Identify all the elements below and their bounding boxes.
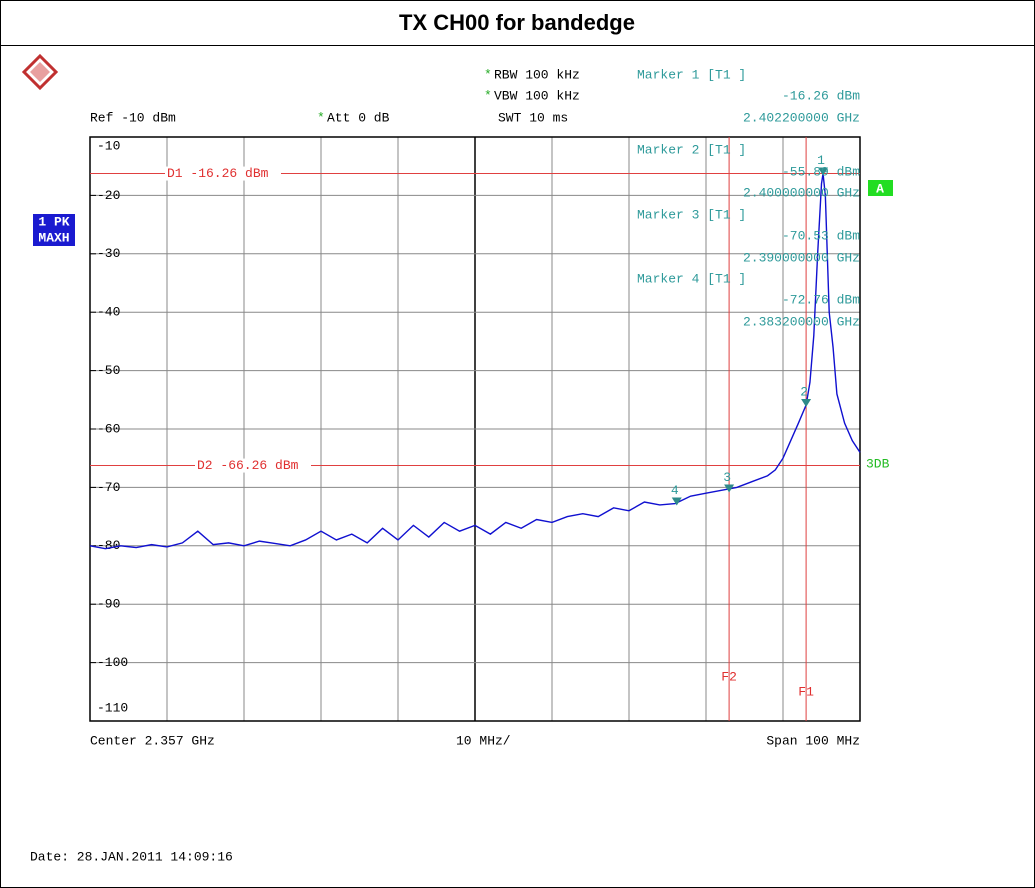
- limit-tag: 3DB: [866, 456, 890, 471]
- coupled-mark: *: [484, 88, 492, 103]
- marker-value: -72.76 dBm: [782, 292, 860, 307]
- marker-name: Marker 1 [T1 ]: [637, 67, 746, 82]
- attenuation: Att 0 dB: [327, 110, 390, 125]
- swt: SWT 10 ms: [498, 110, 568, 125]
- y-tick-label: -30: [97, 246, 120, 261]
- title: TX CH00 for bandedge: [399, 10, 635, 35]
- marker-id: 1: [817, 153, 825, 168]
- marker-value: -16.26 dBm: [782, 88, 860, 103]
- y-tick-label: -20: [97, 188, 120, 203]
- marker-frequency: 2.402200000 GHz: [743, 110, 860, 125]
- y-tick-label: -100: [97, 655, 128, 670]
- y-tick-label: -40: [97, 305, 120, 320]
- display-line-label-bg: [195, 458, 311, 473]
- date: Date: 28.JAN.2011 14:09:16: [30, 849, 233, 864]
- trace: [89, 173, 861, 550]
- marker-name: Marker 4 [T1 ]: [637, 271, 746, 286]
- y-tick-label: -110: [97, 700, 128, 715]
- logo: [21, 53, 59, 91]
- plot-frame: [89, 136, 861, 722]
- trace-badge: [33, 214, 75, 246]
- display-line-label-bg: [165, 166, 281, 181]
- marker-name: Marker 3 [T1 ]: [637, 207, 746, 222]
- y-tick-label: -60: [97, 421, 120, 436]
- y-tick-label: -10: [97, 138, 120, 153]
- rbw: RBW 100 kHz: [494, 67, 580, 82]
- trace-label: MAXH: [38, 230, 69, 245]
- marker-value: -70.53 dBm: [782, 228, 860, 243]
- center-frequency: Center 2.357 GHz: [90, 733, 215, 748]
- y-tick-label: -90: [97, 597, 120, 612]
- span: Span 100 MHz: [766, 733, 860, 748]
- ref-level: Ref -10 dBm: [90, 110, 176, 125]
- marker-triangle: [724, 484, 735, 493]
- marker-id: 3: [723, 470, 731, 485]
- marker-name: Marker 2 [T1 ]: [637, 142, 746, 157]
- trace-label: 1 PK: [38, 214, 69, 229]
- display-line-label: D2 -66.26 dBm: [197, 458, 299, 473]
- y-tick-label: -50: [97, 363, 120, 378]
- frequency-line-label: F1: [798, 684, 814, 699]
- marker-id: 2: [800, 384, 808, 399]
- marker-triangle: [801, 398, 812, 407]
- marker-value: -55.89 dBm: [782, 164, 860, 179]
- coupled-mark: *: [317, 110, 325, 125]
- marker-triangle: [671, 497, 682, 506]
- y-tick-label: -70: [97, 480, 120, 495]
- marker-frequency: 2.400000000 GHz: [743, 185, 860, 200]
- display-line-label: D1 -16.26 dBm: [167, 166, 269, 181]
- marker-id: 4: [671, 483, 679, 498]
- marker-frequency: 2.390000000 GHz: [743, 250, 860, 265]
- marker-frequency: 2.383200000 GHz: [743, 314, 860, 329]
- y-tick-label: -80: [97, 538, 120, 553]
- division: 10 MHz/: [456, 733, 511, 748]
- trace-tag-box: [868, 180, 893, 196]
- frequency-line-label: F2: [721, 669, 737, 684]
- vbw: VBW 100 kHz: [494, 88, 580, 103]
- coupled-mark: *: [484, 67, 492, 82]
- marker-triangle: [818, 167, 829, 176]
- trace-tag: A: [876, 181, 884, 196]
